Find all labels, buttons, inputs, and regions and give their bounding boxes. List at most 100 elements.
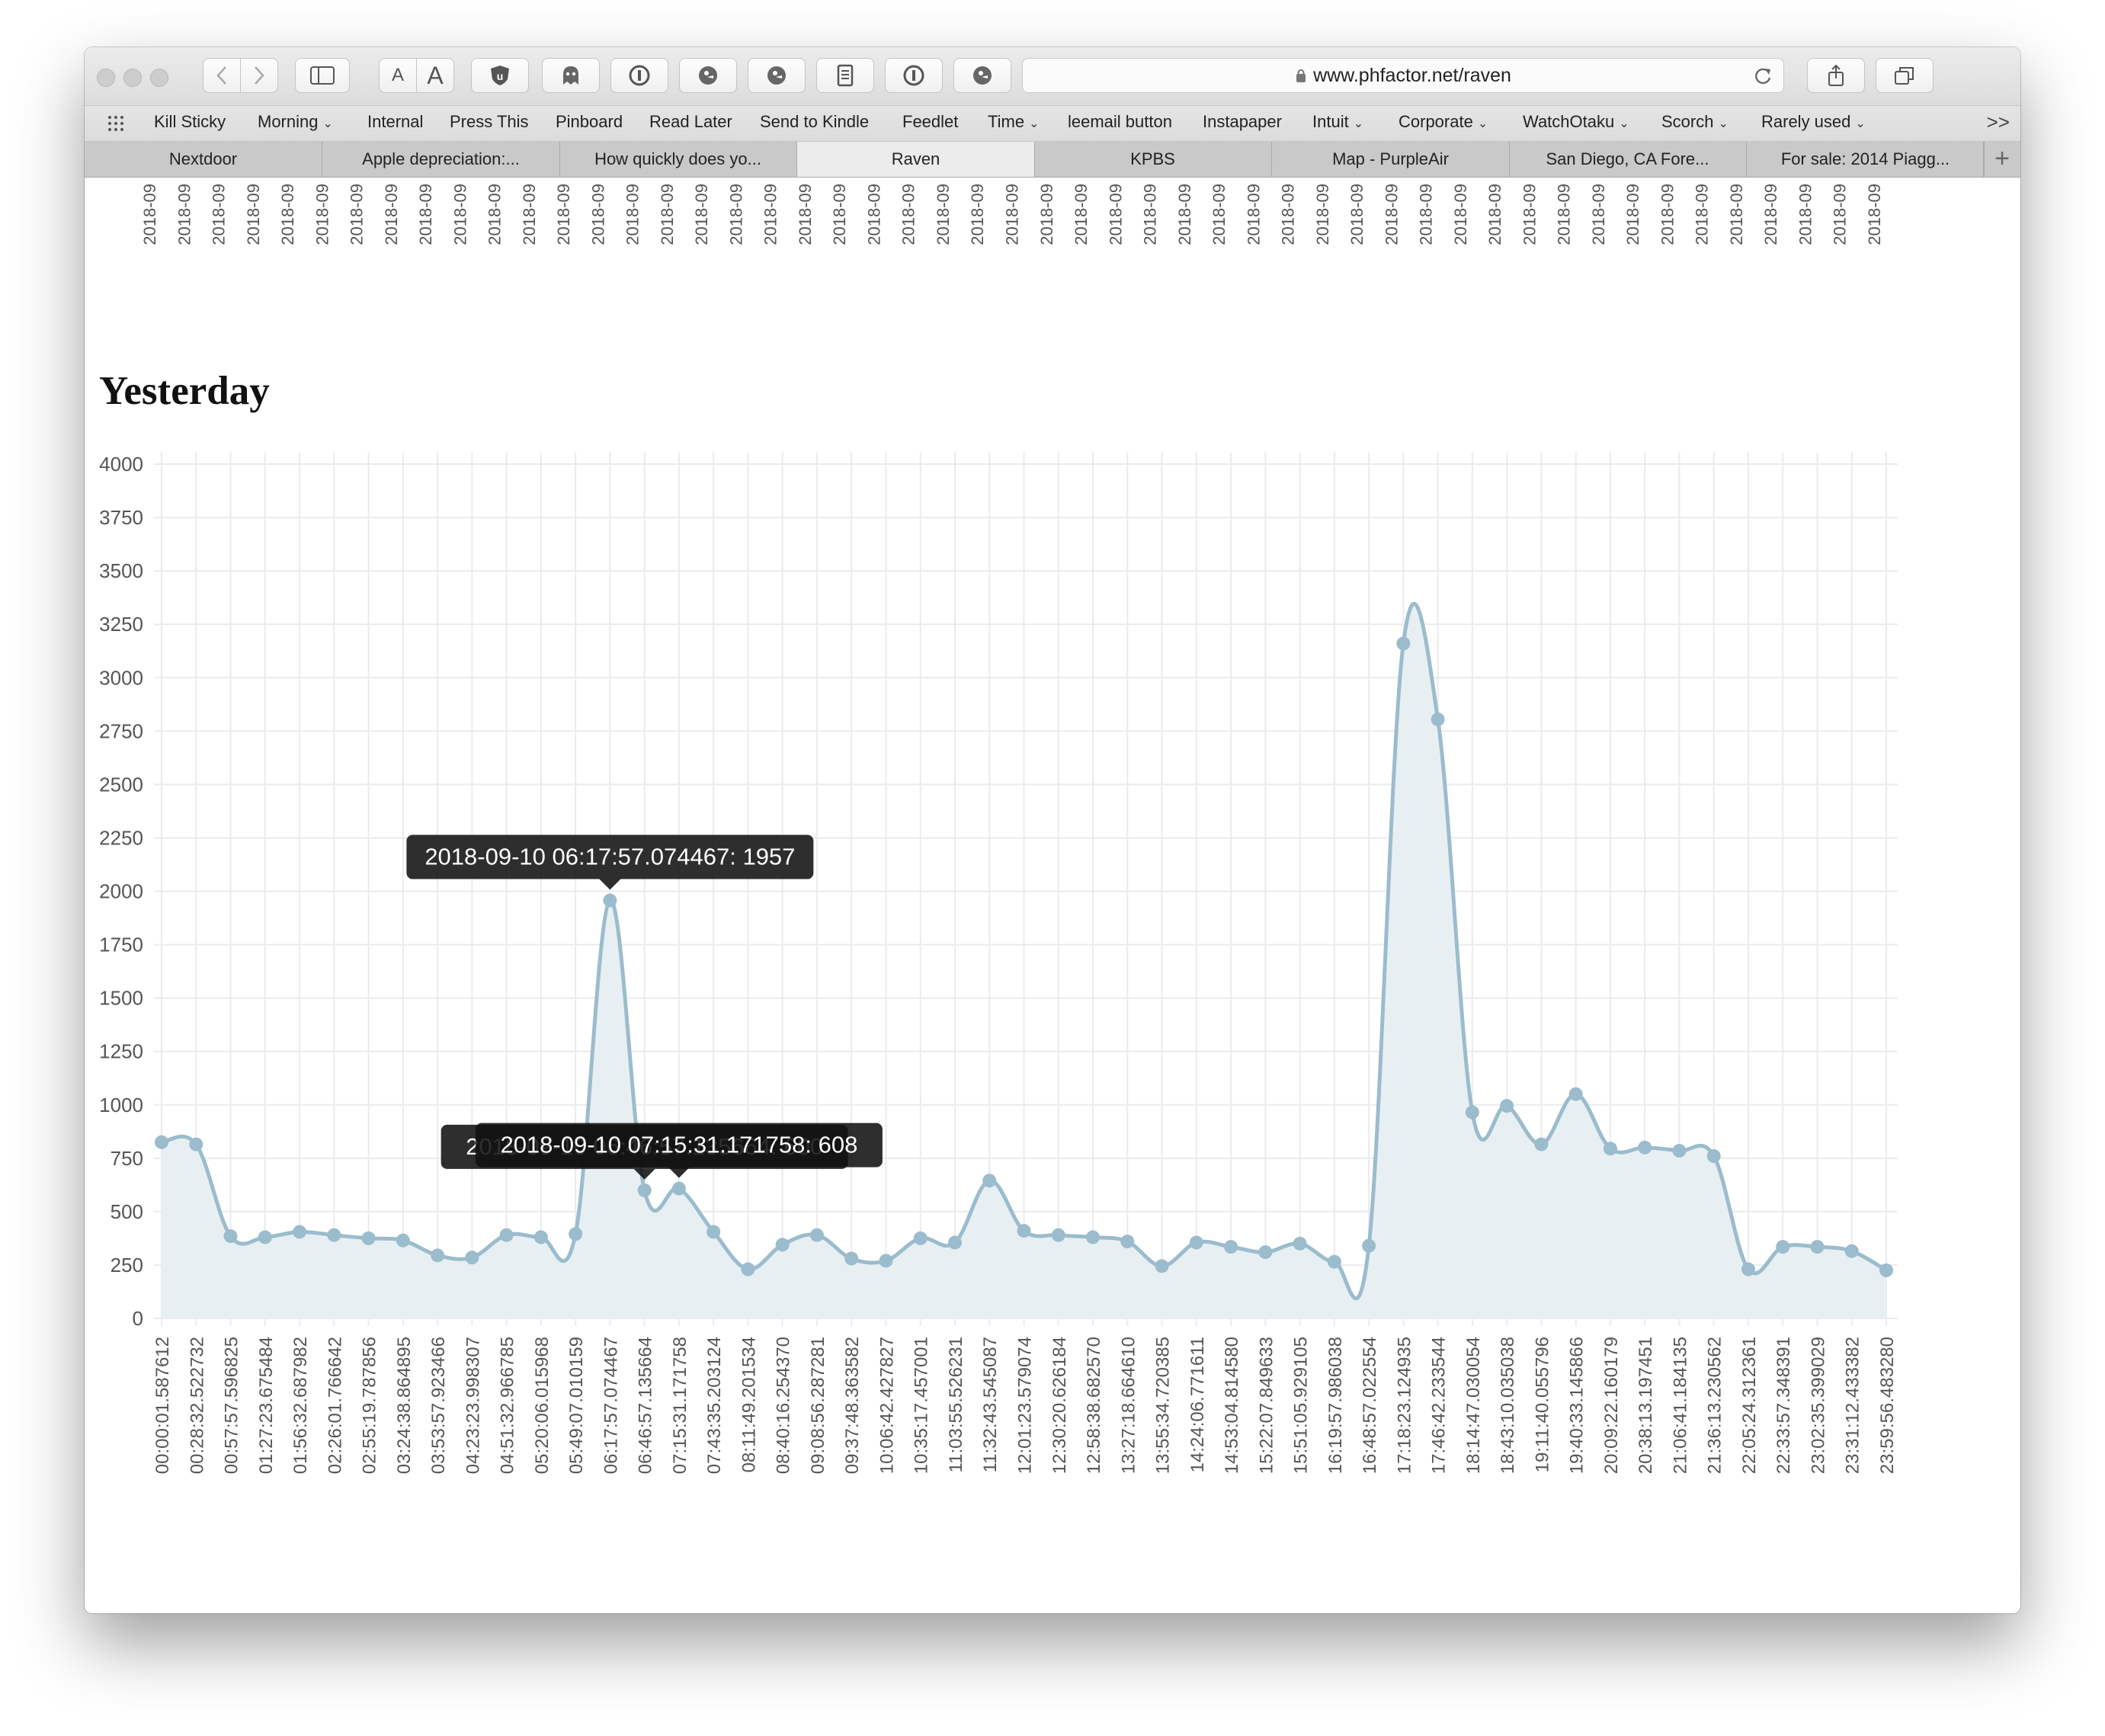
data-point[interactable] <box>361 1231 376 1245</box>
data-point[interactable] <box>671 1181 686 1196</box>
extension-1password-alt-button[interactable] <box>885 58 943 93</box>
new-tab-button[interactable]: + <box>1983 142 2020 177</box>
data-point[interactable] <box>1224 1240 1238 1254</box>
chevron-down-icon: ⌄ <box>1619 117 1629 130</box>
extension-1password-button[interactable] <box>610 58 668 93</box>
extension-duckduckgo-privacy-button[interactable] <box>748 58 806 93</box>
data-point[interactable] <box>706 1225 721 1239</box>
data-point[interactable] <box>465 1251 479 1265</box>
data-point[interactable] <box>1776 1240 1790 1254</box>
data-point[interactable] <box>1362 1238 1376 1253</box>
data-point[interactable] <box>1568 1087 1583 1101</box>
data-point[interactable] <box>569 1227 583 1241</box>
tab[interactable]: KPBS <box>1034 142 1272 177</box>
data-point[interactable] <box>947 1235 962 1250</box>
data-point[interactable] <box>1879 1263 1893 1277</box>
data-point[interactable] <box>1017 1224 1031 1238</box>
data-point[interactable] <box>844 1251 859 1266</box>
tab[interactable]: Map - PurpleAir <box>1272 142 1510 177</box>
data-point[interactable] <box>1327 1254 1341 1269</box>
data-point[interactable] <box>809 1228 824 1242</box>
bookmark-item[interactable]: Time ⌄ <box>988 112 1039 132</box>
data-point[interactable] <box>1672 1144 1687 1158</box>
address-bar[interactable]: www.phfactor.net/raven <box>1022 58 1784 93</box>
data-point[interactable] <box>258 1230 272 1244</box>
data-point[interactable] <box>327 1228 341 1242</box>
bookmark-item[interactable]: Send to Kindle <box>760 112 869 132</box>
tab[interactable]: Nextdoor <box>85 142 322 177</box>
text-larger-button[interactable]: A <box>416 58 454 93</box>
show-tabs-button[interactable] <box>1876 58 1934 93</box>
bookmark-item[interactable]: Scorch ⌄ <box>1661 112 1729 132</box>
data-point[interactable] <box>637 1183 652 1197</box>
data-point[interactable] <box>1741 1262 1755 1276</box>
close-window-button[interactable] <box>97 69 115 87</box>
bookmark-item[interactable]: WatchOtaku ⌄ <box>1523 112 1629 132</box>
data-point[interactable] <box>431 1248 445 1263</box>
extension-duckduckgo-alt-button[interactable] <box>953 58 1011 93</box>
bookmark-item[interactable]: Internal <box>367 112 423 132</box>
sidebar-button[interactable] <box>295 58 350 93</box>
data-point[interactable] <box>1293 1236 1307 1251</box>
data-point[interactable] <box>1534 1137 1549 1151</box>
tab[interactable]: For sale: 2014 Piagg... <box>1747 142 1985 177</box>
minimize-window-button[interactable] <box>123 69 142 87</box>
bookmark-item[interactable]: Intuit ⌄ <box>1312 112 1363 132</box>
forward-button[interactable] <box>240 58 278 93</box>
text-smaller-button[interactable]: A <box>379 58 417 93</box>
data-point[interactable] <box>913 1231 928 1245</box>
extension-duckduckgo-button[interactable] <box>679 58 737 93</box>
data-point[interactable] <box>1810 1240 1825 1254</box>
data-point[interactable] <box>1051 1228 1065 1242</box>
bookmark-item[interactable]: leemail button <box>1068 112 1172 132</box>
bookmark-item[interactable]: Read Later <box>649 112 732 132</box>
data-point[interactable] <box>1431 712 1445 726</box>
extension-notes-button[interactable] <box>816 58 874 93</box>
data-point[interactable] <box>1189 1235 1203 1250</box>
bookmark-item[interactable]: Rarely used ⌄ <box>1761 112 1866 132</box>
tab[interactable]: San Diego, CA Fore... <box>1509 142 1747 177</box>
bookmarks-overflow-button[interactable]: >> <box>1986 111 2010 133</box>
data-point[interactable] <box>1844 1244 1859 1258</box>
extension-ublock-button[interactable]: u <box>471 58 529 93</box>
data-point[interactable] <box>1465 1105 1479 1119</box>
apps-grid-icon[interactable] <box>107 115 129 132</box>
data-point[interactable] <box>1603 1142 1617 1156</box>
data-point[interactable] <box>223 1229 238 1244</box>
data-point[interactable] <box>1120 1235 1135 1249</box>
data-point[interactable] <box>741 1262 755 1276</box>
data-point[interactable] <box>1706 1149 1721 1164</box>
zoom-window-button[interactable] <box>150 69 168 87</box>
data-point[interactable] <box>1086 1230 1101 1244</box>
reload-icon[interactable] <box>1753 66 1773 86</box>
data-point[interactable] <box>1396 636 1411 651</box>
data-point[interactable] <box>293 1225 307 1239</box>
back-button[interactable] <box>203 58 241 93</box>
data-point[interactable] <box>1258 1245 1273 1260</box>
data-point[interactable] <box>1638 1140 1652 1155</box>
bookmark-item[interactable]: Morning ⌄ <box>258 112 333 132</box>
bookmark-item[interactable]: Instapaper <box>1203 112 1282 132</box>
data-point[interactable] <box>1155 1259 1169 1273</box>
data-point[interactable] <box>775 1238 790 1252</box>
tab[interactable]: How quickly does yo... <box>559 142 797 177</box>
bookmark-item[interactable]: Kill Sticky <box>154 112 226 132</box>
tab[interactable]: Apple depreciation:... <box>322 142 560 177</box>
extension-ghostery-button[interactable] <box>542 58 600 93</box>
data-point[interactable] <box>982 1174 997 1188</box>
bookmark-item[interactable]: Corporate ⌄ <box>1399 112 1488 132</box>
data-point[interactable] <box>155 1135 168 1149</box>
data-point[interactable] <box>603 893 617 908</box>
previous-x-tick-label: 2018-09 <box>1865 184 1884 245</box>
tab-active[interactable]: Raven <box>797 142 1035 177</box>
bookmark-item[interactable]: Pinboard <box>556 112 623 132</box>
bookmark-item[interactable]: Press This <box>450 112 529 132</box>
data-point[interactable] <box>499 1228 514 1242</box>
data-point[interactable] <box>396 1233 410 1248</box>
data-point[interactable] <box>533 1230 548 1244</box>
data-point[interactable] <box>879 1254 893 1268</box>
data-point[interactable] <box>1500 1099 1514 1113</box>
share-button[interactable] <box>1807 58 1865 93</box>
bookmark-item[interactable]: Feedlet <box>902 112 958 132</box>
data-point[interactable] <box>189 1137 203 1151</box>
